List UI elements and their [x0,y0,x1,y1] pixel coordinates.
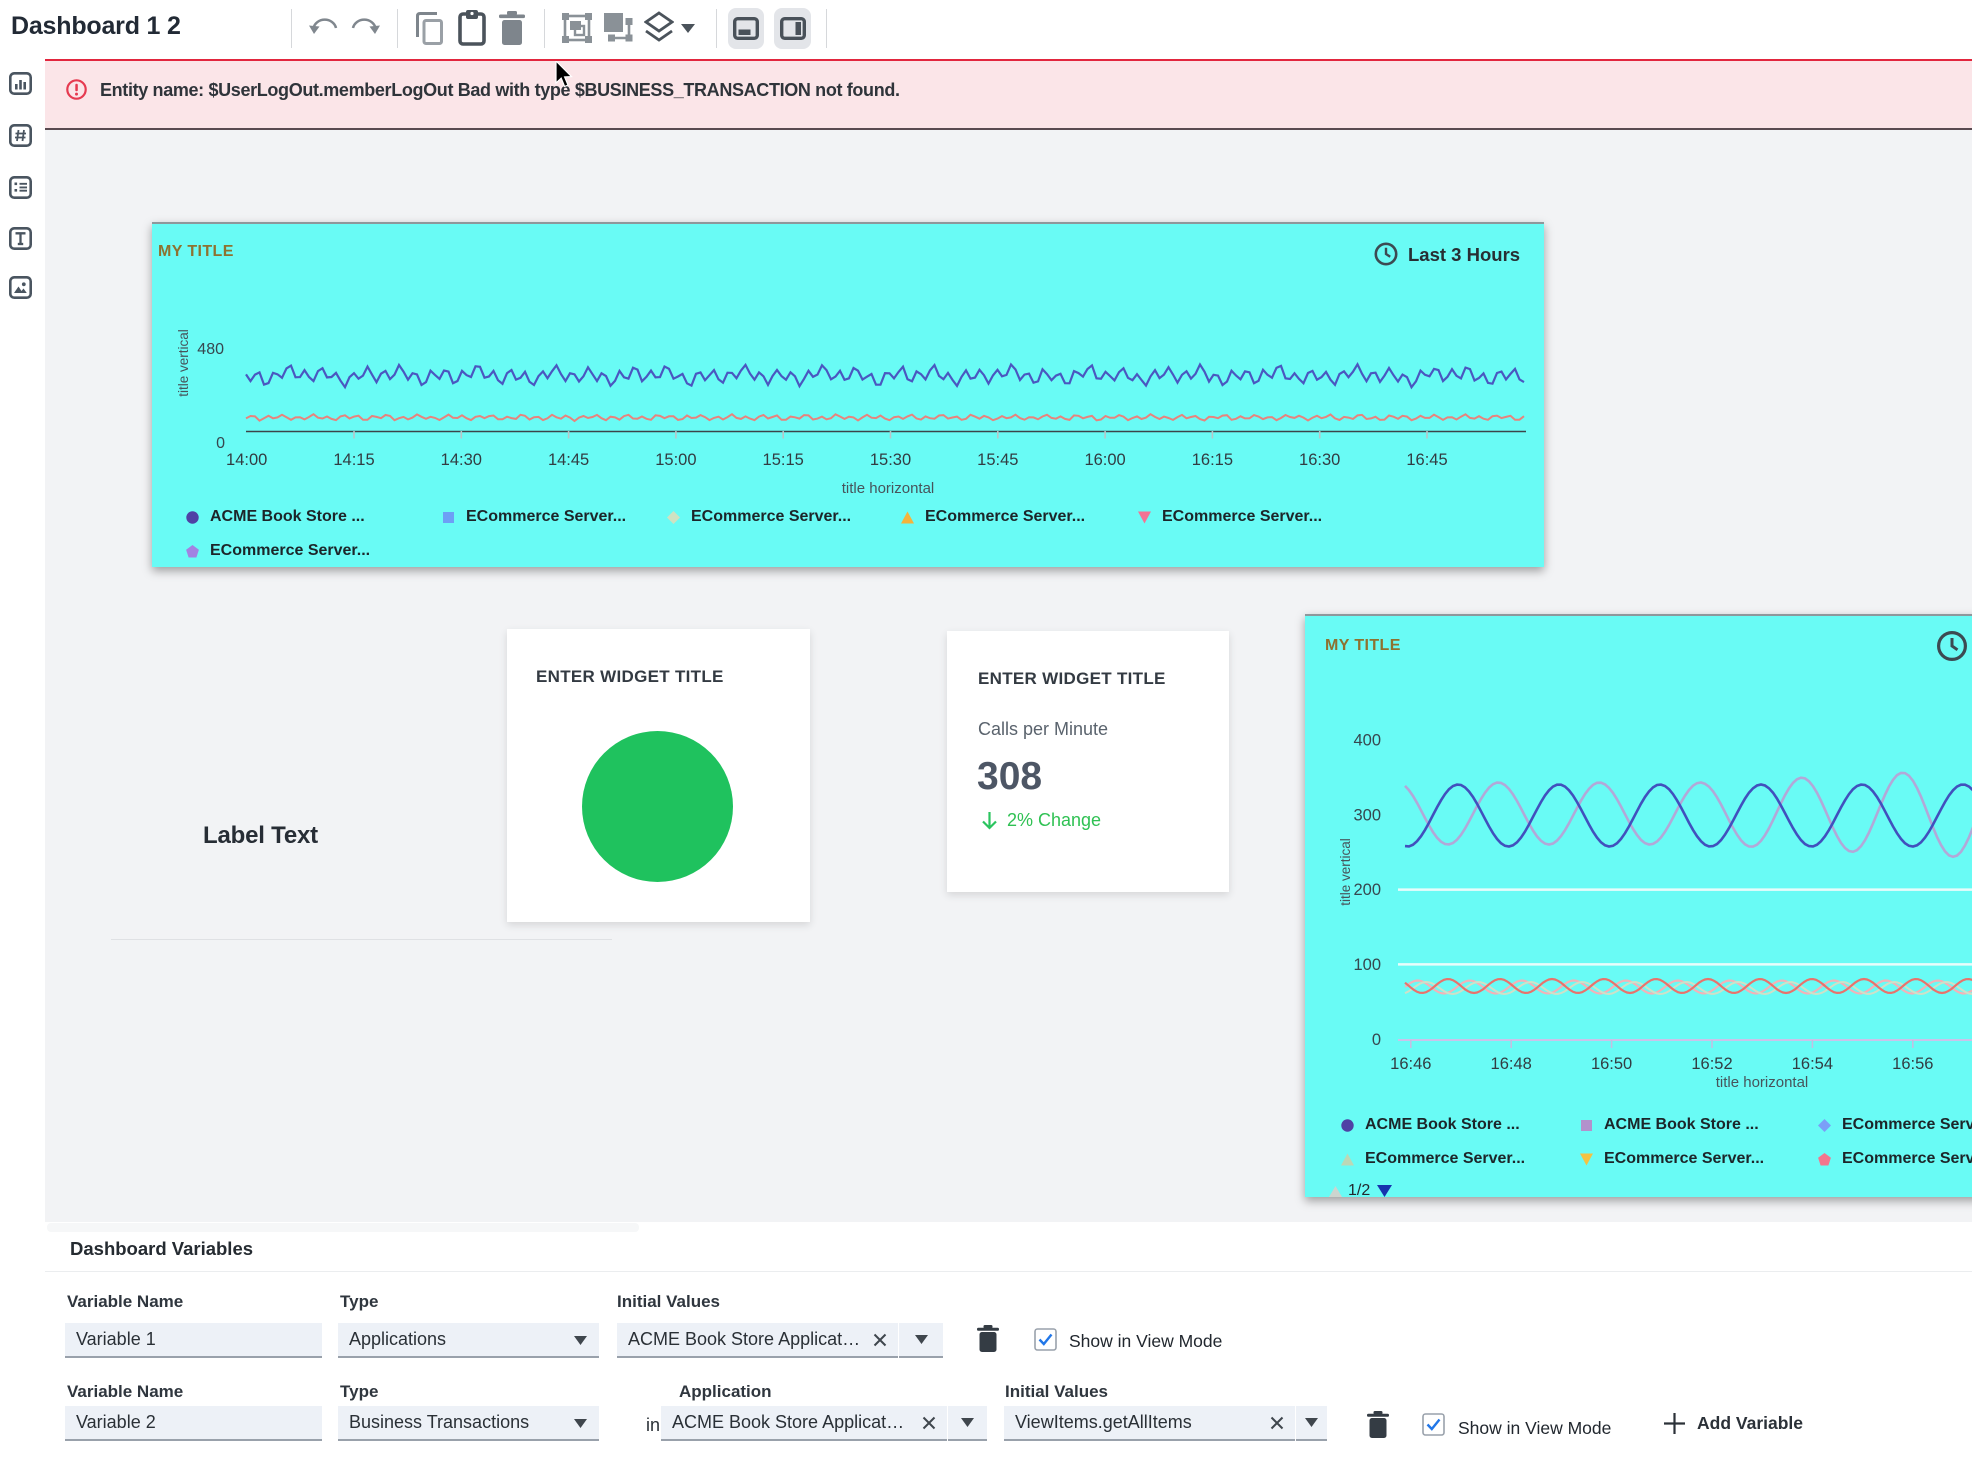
svg-text:0: 0 [1372,1031,1381,1049]
svg-text:15:15: 15:15 [763,451,804,469]
svg-text:480: 480 [197,341,224,358]
svg-text:title horizontal: title horizontal [842,480,935,497]
svg-text:14:00: 14:00 [226,451,267,469]
svg-text:15:00: 15:00 [655,451,696,469]
svg-text:title vertical: title vertical [1338,838,1353,906]
svg-text:16:30: 16:30 [1299,451,1340,469]
svg-text:16:56: 16:56 [1892,1055,1933,1073]
svg-text:title horizontal: title horizontal [1716,1074,1809,1091]
svg-text:0: 0 [216,435,225,452]
svg-text:16:15: 16:15 [1192,451,1233,469]
svg-text:16:48: 16:48 [1491,1055,1532,1073]
svg-text:400: 400 [1353,732,1381,750]
svg-text:100: 100 [1353,956,1381,974]
svg-text:15:45: 15:45 [977,451,1018,469]
svg-text:14:45: 14:45 [548,451,589,469]
svg-text:200: 200 [1353,881,1381,899]
svg-text:16:46: 16:46 [1390,1055,1431,1073]
svg-text:title vertical: title vertical [176,329,191,397]
svg-text:16:54: 16:54 [1792,1055,1833,1073]
svg-text:300: 300 [1353,806,1381,824]
svg-text:16:00: 16:00 [1084,451,1125,469]
svg-text:16:50: 16:50 [1591,1055,1632,1073]
svg-text:15:30: 15:30 [870,451,911,469]
svg-text:16:45: 16:45 [1406,451,1447,469]
svg-text:14:15: 14:15 [333,451,374,469]
svg-text:16:52: 16:52 [1691,1055,1732,1073]
svg-text:14:30: 14:30 [441,451,482,469]
